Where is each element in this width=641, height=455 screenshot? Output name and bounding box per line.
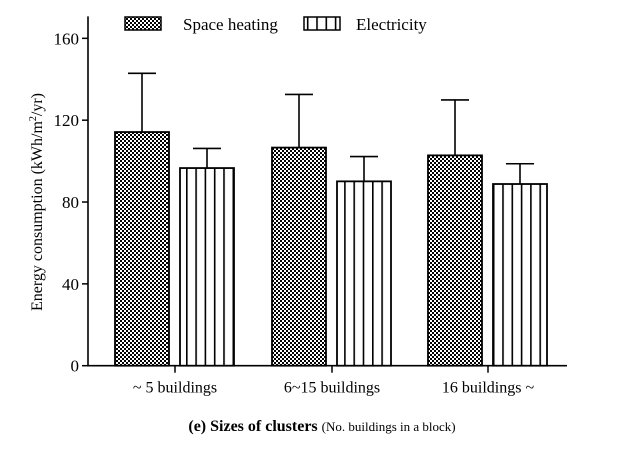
y-axis-label: Energy consumption (kWh/m2/yr) xyxy=(28,93,46,311)
legend: Space heating Electricity xyxy=(124,15,427,34)
legend-label-space-heating: Space heating xyxy=(183,15,278,34)
y-tick-label: 120 xyxy=(54,111,80,130)
chart-title: (e) Sizes of clusters (No. buildings in … xyxy=(188,418,455,435)
y-tick-label: 80 xyxy=(62,193,79,212)
x-tick-label: 6~15 buildings xyxy=(284,380,380,397)
y-tick-label: 40 xyxy=(62,275,79,294)
y-tick-label: 0 xyxy=(71,357,80,376)
bars xyxy=(114,72,548,367)
bar-space-heating xyxy=(114,131,170,367)
bar-electricity xyxy=(336,180,392,367)
x-tick-label: 16 buildings ~ xyxy=(442,380,535,397)
bar-electricity xyxy=(492,183,548,367)
bar-space-heating xyxy=(271,146,327,367)
legend-label-electricity: Electricity xyxy=(356,15,427,34)
y-tick-label: 160 xyxy=(54,29,80,48)
bar-electricity xyxy=(179,167,235,367)
legend-swatch-space-heating xyxy=(124,16,162,31)
axes: 0 40 80 120 160 ~ 5 buildings 6~15 buildings 16… xyxy=(54,16,567,397)
x-tick-label: ~ 5 buildings xyxy=(133,380,217,397)
legend-swatch-electricity xyxy=(303,16,341,31)
bar-space-heating xyxy=(427,154,483,367)
